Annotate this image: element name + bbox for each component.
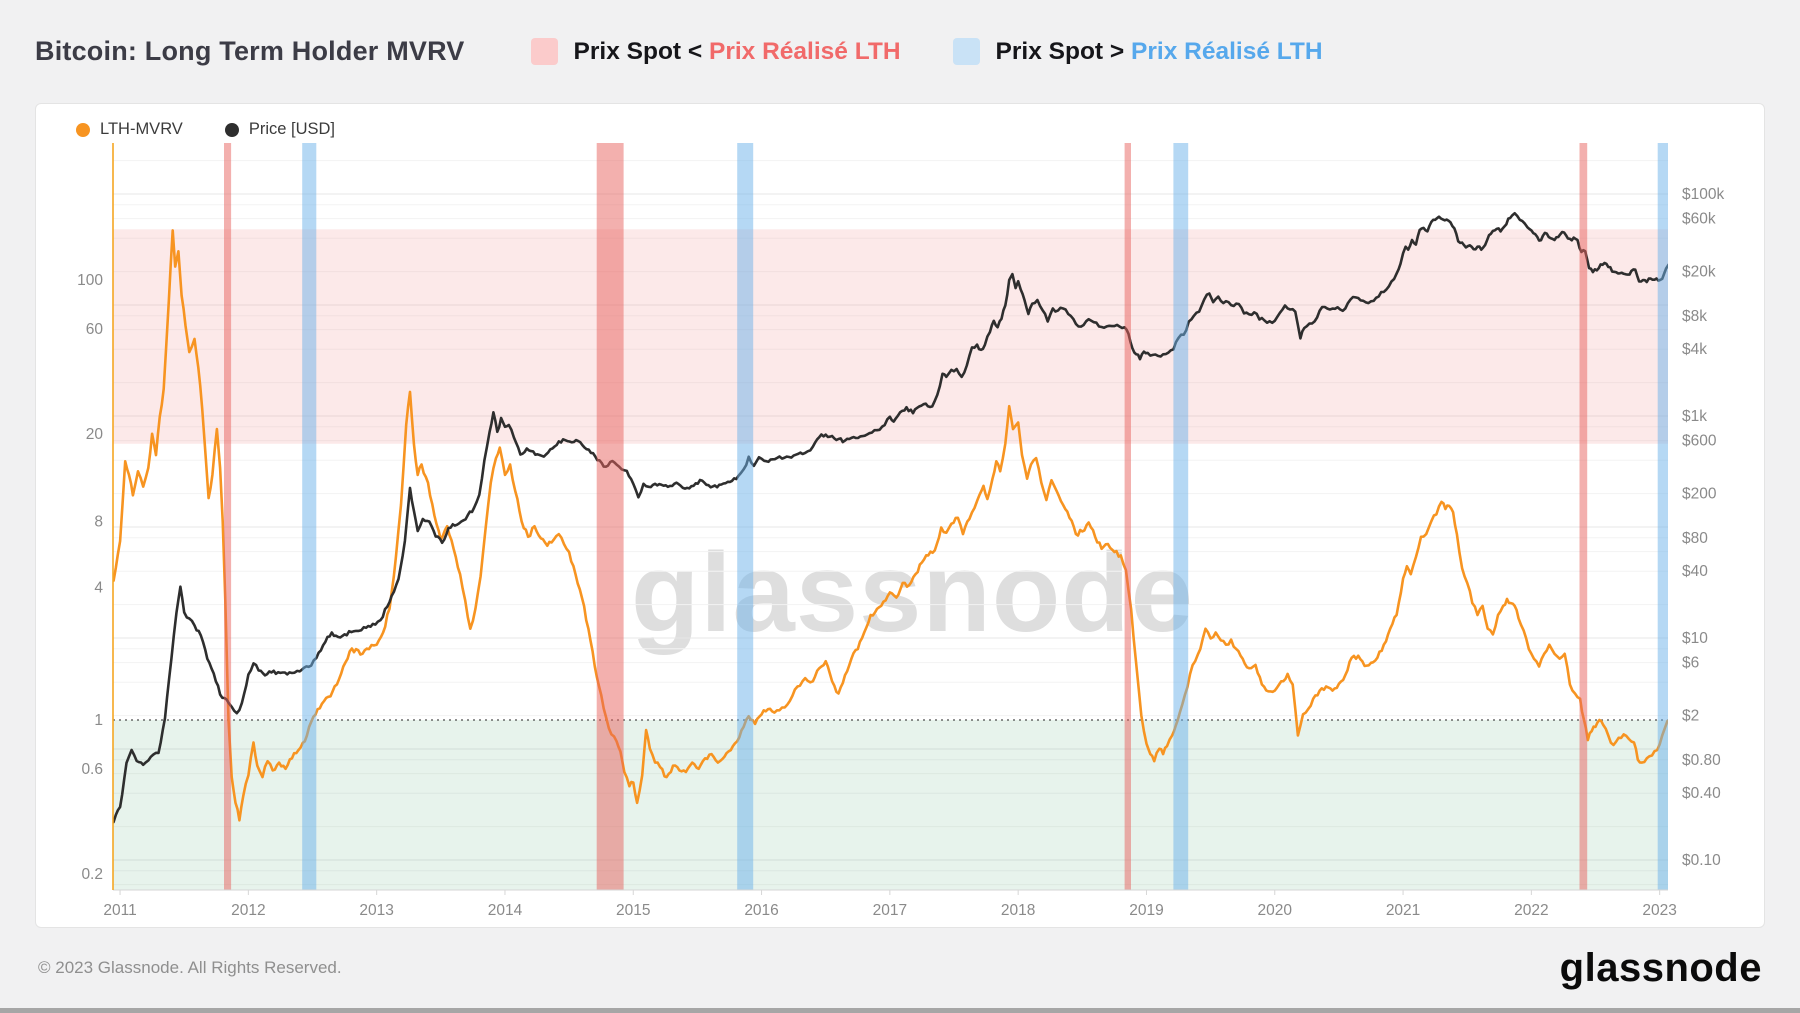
x-axis-tick: 2012 [231, 902, 265, 919]
left-axis-tick: 60 [86, 321, 104, 338]
x-axis-tick: 2017 [873, 902, 907, 919]
undervalued-green-band [113, 720, 1668, 890]
axis-tick-labels: 100 60 20 8 4 1 0.6 0.2 $100k $60k $20k $8k $4k $1k $6… [77, 186, 1724, 919]
mvrv-dot-icon [76, 122, 90, 137]
blue-event-band [1657, 143, 1668, 890]
blue-event-band [302, 143, 317, 890]
x-axis-tick: 2020 [1258, 902, 1293, 919]
horizontal-bands [113, 229, 1668, 890]
legend-item-price[interactable]: Price [USD] [224, 120, 336, 139]
price-usd-line [113, 212, 1668, 824]
gridlines [113, 160, 1668, 886]
copyright-text: © 2023 Glassnode. All Rights Reserved. [38, 958, 342, 977]
red-event-band [1124, 143, 1131, 890]
legend-mvrv-label: LTH-MVRV [100, 120, 183, 138]
right-axis-tick: $60k [1682, 211, 1716, 228]
x-axis-tick: 2015 [616, 902, 650, 919]
band-legend-below-text: Prix Spot < Prix Réalisé LTH [573, 37, 901, 65]
band-legend: Prix Spot < Prix Réalisé LTH Prix Spot >… [530, 37, 1323, 66]
glassnode-logo: glassnode [1559, 945, 1762, 990]
left-axis-tick: 20 [86, 426, 104, 443]
legend-item-mvrv[interactable]: LTH-MVRV [76, 120, 183, 139]
right-axis-tick: $80 [1682, 530, 1708, 547]
right-axis-tick: $6 [1682, 655, 1699, 672]
overvalued-pink-band [113, 229, 1668, 444]
x-axis-tick: 2013 [359, 902, 393, 919]
chart-canvas[interactable]: 100 60 20 8 4 1 0.6 0.2 $100k $60k $20k $8k $4k $1k $6… [36, 104, 1764, 927]
right-axis-tick: $20k [1682, 264, 1716, 281]
red-event-band [1579, 143, 1588, 890]
right-axis-tick: $4k [1682, 341, 1707, 358]
glassnode-watermark: glassnode [631, 530, 1194, 655]
x-axis-tick: 2018 [1001, 902, 1035, 919]
right-axis-tick: $200 [1682, 486, 1717, 503]
chart-header: Bitcoin: Long Term Holder MVRV Prix Spot… [0, 0, 1800, 103]
right-axis-tick: $8k [1682, 308, 1707, 325]
left-axis-tick: 1 [94, 712, 103, 729]
right-axis-tick: $0.80 [1682, 752, 1721, 769]
red-event-band [224, 143, 232, 890]
right-axis-tick: $2 [1682, 708, 1699, 725]
right-axis-tick: $10 [1682, 630, 1708, 647]
x-axis-tick: 2019 [1129, 902, 1163, 919]
right-axis-tick: $1k [1682, 408, 1707, 425]
legend-price-label: Price [USD] [248, 120, 336, 138]
x-axis-tick: 2023 [1642, 902, 1676, 919]
right-axis-tick: $0.10 [1682, 852, 1721, 869]
left-axis-tick: 4 [94, 580, 103, 597]
blue-event-band [1173, 143, 1189, 890]
chart-card: glassnode LTH-MVRV Price [USD] 100 60 20 8 4… [35, 103, 1765, 928]
right-axis-tick: $600 [1682, 433, 1717, 450]
right-axis-tick: $0.40 [1682, 785, 1721, 802]
page-title: Bitcoin: Long Term Holder MVRV [35, 36, 465, 66]
x-axis-tick: 2022 [1514, 902, 1548, 919]
band-legend-below-label: Prix Réalisé LTH [709, 37, 901, 65]
series-legend: LTH-MVRV Price [USD] [76, 120, 335, 139]
x-axis-tick: 2011 [103, 902, 136, 919]
x-axis-tick: 2021 [1386, 902, 1420, 919]
right-axis-tick: $100k [1682, 186, 1724, 203]
left-axis-tick: 100 [77, 272, 103, 289]
pink-band-swatch-icon [530, 38, 558, 65]
band-legend-above-text: Prix Spot > Prix Réalisé LTH [995, 37, 1323, 65]
lth-mvrv-line [113, 229, 1668, 822]
left-axis-tick: 8 [94, 513, 103, 530]
red-event-band [596, 143, 624, 890]
vertical-bands [224, 143, 1668, 890]
right-axis-tick: $40 [1682, 563, 1708, 580]
price-dot-icon [224, 122, 239, 137]
blue-event-band [737, 143, 754, 890]
band-legend-item-above: Prix Spot > Prix Réalisé LTH [952, 37, 1323, 66]
band-legend-above-label: Prix Réalisé LTH [1131, 37, 1323, 65]
series-lines [113, 212, 1668, 824]
bottom-strip [0, 1008, 1800, 1013]
left-axis-tick: 0.2 [81, 866, 103, 883]
x-axis-tick: 2014 [488, 902, 523, 919]
page-footer: © 2023 Glassnode. All Rights Reserved. g… [0, 928, 1800, 1008]
x-axis-tick: 2016 [744, 902, 778, 919]
blue-band-swatch-icon [952, 38, 980, 65]
band-legend-item-below: Prix Spot < Prix Réalisé LTH [530, 37, 901, 66]
left-axis-tick: 0.6 [81, 761, 103, 778]
